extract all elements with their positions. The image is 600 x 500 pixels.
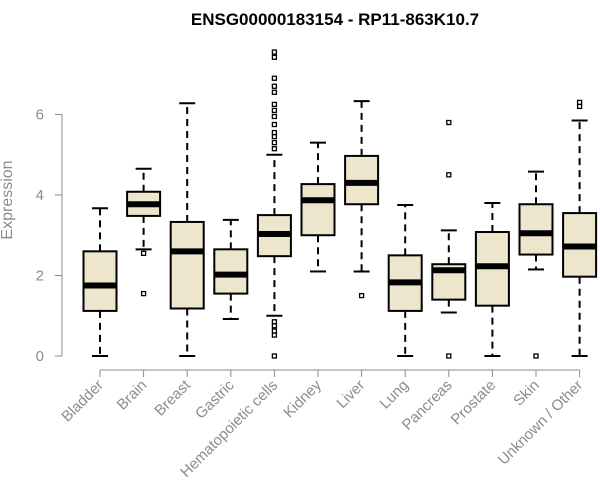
outlier-point bbox=[140, 250, 147, 256]
box-skin bbox=[518, 170, 554, 359]
y-axis: 0 2 4 6 bbox=[36, 106, 63, 365]
outlier-point bbox=[271, 332, 278, 338]
outlier-point bbox=[271, 323, 278, 329]
outlier-point bbox=[358, 292, 365, 299]
x-tick-label: Skin bbox=[510, 377, 543, 410]
outlier-point bbox=[271, 49, 278, 55]
box-lung bbox=[387, 204, 423, 357]
iqr-box bbox=[213, 248, 249, 295]
box-liver bbox=[344, 100, 380, 299]
outlier-point bbox=[446, 353, 452, 359]
chart-title: ENSG00000183154 - RP11-863K10.7 bbox=[191, 10, 479, 29]
y-tick-label: 0 bbox=[36, 348, 44, 365]
box-prostate bbox=[474, 202, 510, 357]
x-tick-label: Liver bbox=[333, 377, 368, 412]
x-tick-label: Kidney bbox=[280, 376, 325, 421]
outlier-point bbox=[271, 121, 278, 128]
outlier-point bbox=[271, 133, 278, 140]
outlier-point bbox=[271, 139, 278, 146]
outlier-point bbox=[576, 103, 583, 110]
outlier-point bbox=[271, 113, 278, 120]
x-tick-label: Lung bbox=[376, 377, 412, 413]
box-pancreas bbox=[431, 119, 467, 359]
iqr-box bbox=[82, 250, 118, 312]
x-tick-label: Prostate bbox=[448, 377, 500, 429]
y-tick-label: 4 bbox=[36, 187, 44, 204]
box-gastric bbox=[213, 218, 249, 320]
box-breast bbox=[169, 102, 205, 357]
outlier-point bbox=[271, 75, 278, 81]
outlier-point bbox=[446, 119, 452, 126]
outlier-point bbox=[140, 290, 147, 297]
outlier-point bbox=[271, 146, 278, 152]
y-tick-label: 6 bbox=[36, 106, 44, 123]
y-tick-label: 2 bbox=[36, 267, 44, 284]
outlier-point bbox=[271, 101, 278, 108]
box-brain bbox=[126, 167, 162, 297]
outlier-point bbox=[446, 172, 452, 178]
box-hematopoietic-cells bbox=[256, 49, 292, 359]
outlier-point bbox=[271, 54, 278, 60]
box-unknown-other bbox=[562, 99, 598, 357]
iqr-box bbox=[300, 183, 336, 237]
outlier-point bbox=[271, 89, 278, 95]
x-tick-label: Breast bbox=[151, 376, 194, 419]
y-axis-label: Expression bbox=[0, 160, 16, 239]
outlier-point bbox=[271, 83, 278, 89]
iqr-box bbox=[518, 203, 554, 256]
outlier-point bbox=[271, 107, 278, 114]
outlier-point bbox=[271, 353, 278, 359]
x-tick-label: Bladder bbox=[58, 377, 107, 426]
box-bladder bbox=[82, 207, 118, 357]
boxes-layer bbox=[82, 49, 598, 359]
x-tick-label: Brain bbox=[114, 377, 151, 414]
outlier-point bbox=[533, 353, 539, 359]
iqr-box bbox=[169, 220, 205, 310]
box-kidney bbox=[300, 141, 336, 273]
